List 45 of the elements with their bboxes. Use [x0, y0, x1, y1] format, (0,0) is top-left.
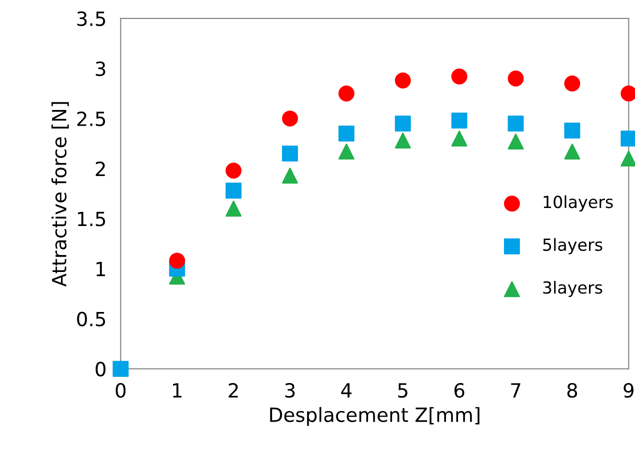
point — [394, 132, 411, 149]
x-tick-label: 0 — [116, 383, 126, 398]
x-tick-label: 1 — [173, 383, 182, 398]
x-tick-label: 8 — [567, 383, 578, 398]
point — [226, 182, 242, 199]
point — [564, 76, 580, 92]
x-tick-label: 4 — [341, 383, 352, 398]
point — [282, 146, 298, 162]
point — [451, 112, 468, 129]
y-axis-title: Attractive force [N] — [51, 102, 69, 287]
x-tick-label: 3 — [285, 383, 295, 398]
y-tick-label: 0.5 — [77, 312, 106, 326]
point — [451, 68, 468, 84]
point — [169, 252, 186, 269]
x-tick-label: 7 — [511, 383, 520, 398]
y-tick-label: 2.5 — [77, 112, 106, 126]
point — [451, 130, 468, 147]
point — [508, 134, 524, 150]
y-tick-label: 1.5 — [78, 212, 106, 226]
point — [338, 86, 354, 102]
point — [394, 72, 411, 88]
point — [564, 144, 580, 160]
x-tick-label: 2 — [228, 383, 238, 398]
y-tick-label: 3.5 — [77, 11, 106, 26]
x-axis-title: Desplacement Z[mm] — [270, 407, 480, 426]
x-tick-label: 9 — [624, 383, 634, 398]
point — [394, 116, 411, 132]
point — [338, 126, 354, 142]
legend-label: 3layers — [543, 280, 602, 298]
legend-label: 5layers — [543, 238, 602, 254]
y-tick-label: 0 — [96, 362, 106, 376]
point — [282, 110, 298, 127]
point — [282, 168, 298, 184]
y-tick-label: 1 — [96, 262, 105, 276]
y-tick-label: 3 — [96, 61, 106, 76]
legend-label: 10layers — [544, 195, 613, 212]
point — [508, 70, 524, 86]
point — [564, 122, 580, 139]
x-tick-label: 5 — [398, 383, 408, 398]
x-tick-label: 6 — [454, 383, 464, 398]
y-tick-label: 2 — [96, 162, 105, 176]
point — [338, 144, 354, 160]
point — [226, 162, 242, 179]
point — [508, 116, 524, 132]
point — [226, 200, 242, 217]
